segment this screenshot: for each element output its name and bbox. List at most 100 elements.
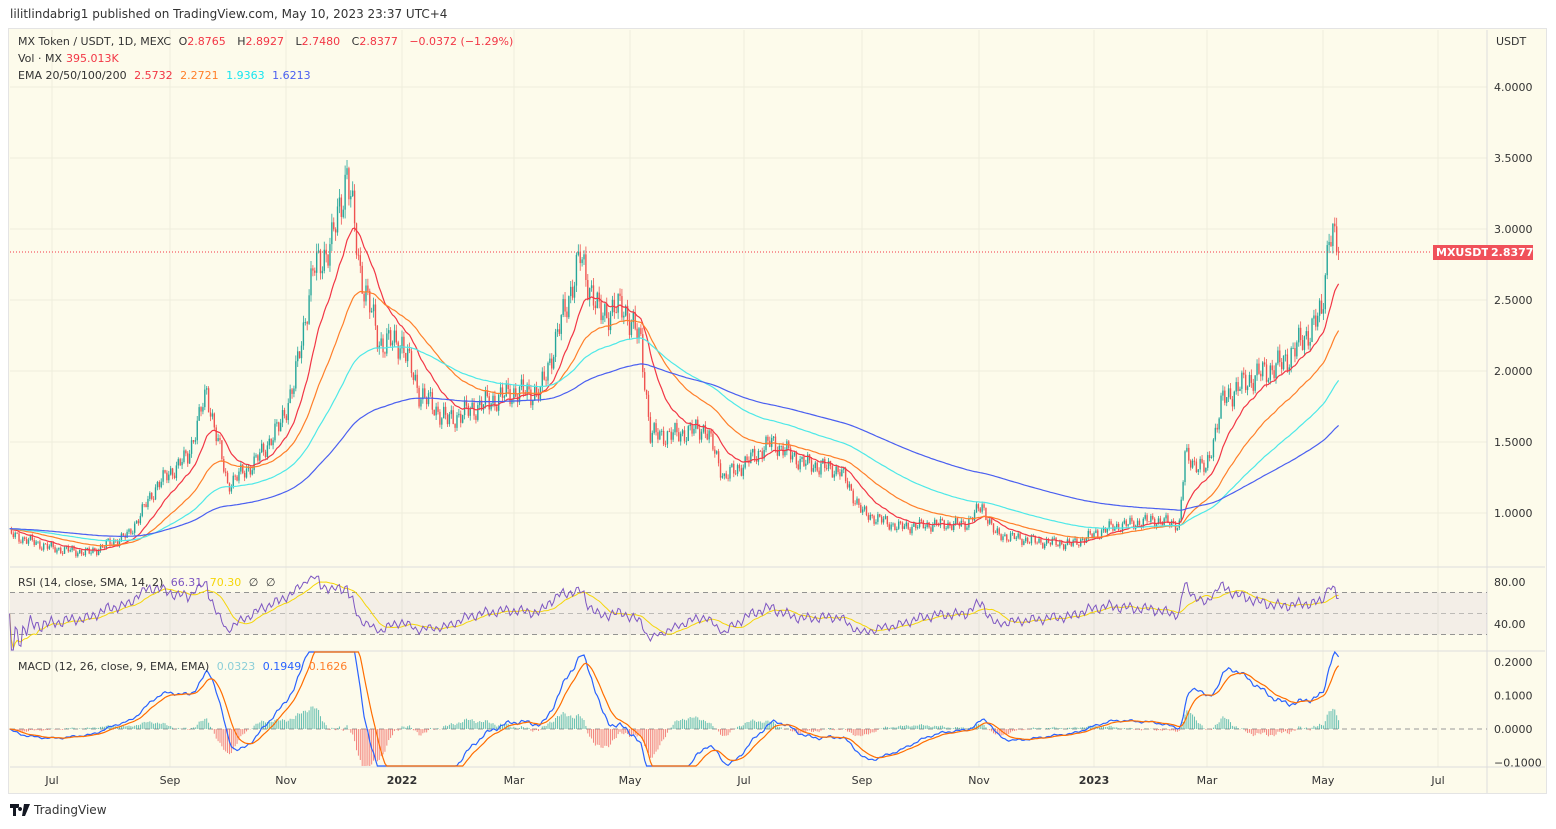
- macd-label[interactable]: MACD (12, 26, close, 9, EMA, EMA): [18, 660, 210, 673]
- candle-body: [890, 524, 892, 530]
- candle-body: [179, 459, 181, 466]
- candle-body: [681, 430, 684, 434]
- macd-axis-label: −0.1000: [1494, 757, 1542, 770]
- candle-body: [638, 328, 640, 339]
- candle-body: [1176, 527, 1179, 531]
- candle-body: [1279, 350, 1281, 363]
- candle-body: [742, 467, 744, 476]
- candle-body: [894, 523, 896, 531]
- candle-body: [187, 453, 189, 464]
- candle-body: [693, 428, 695, 434]
- candle-body: [909, 528, 911, 534]
- candle-body: [833, 474, 835, 478]
- candle-body: [433, 409, 435, 416]
- candle-body: [31, 534, 34, 541]
- time-axis-label: Sep: [852, 774, 873, 787]
- candle-body: [666, 431, 669, 445]
- candle-body: [757, 450, 760, 462]
- volume-label[interactable]: Vol · MX: [18, 52, 62, 65]
- candle-body: [672, 432, 674, 440]
- candle-body: [262, 443, 265, 452]
- candle-body: [401, 336, 403, 349]
- candle-body: [573, 285, 576, 298]
- candle-body: [135, 520, 138, 524]
- candle-body: [678, 432, 680, 442]
- candle-body: [789, 448, 792, 460]
- candle-body: [596, 292, 598, 309]
- candle-body: [854, 503, 856, 505]
- candle-body: [884, 516, 887, 519]
- candle-body: [285, 415, 288, 421]
- candle-body: [224, 471, 227, 473]
- candle-body: [266, 445, 269, 458]
- candle-body: [979, 508, 981, 512]
- candle-body: [772, 436, 775, 438]
- candle-body: [503, 396, 506, 398]
- candle-body: [397, 342, 399, 359]
- candle-body: [850, 484, 853, 491]
- candle-body: [1011, 533, 1014, 534]
- candle-body: [293, 388, 295, 394]
- candle-body: [367, 285, 369, 291]
- candle-body: [465, 400, 468, 406]
- candle-body: [418, 387, 420, 407]
- chart-frame[interactable]: [8, 28, 1547, 794]
- price-axis-label: 1.5000: [1494, 436, 1533, 449]
- candle-body: [1191, 460, 1194, 468]
- rsi-label[interactable]: RSI (14, close, SMA, 14, 2): [18, 576, 164, 589]
- tradingview-logo[interactable]: TradingView: [10, 803, 107, 817]
- candle-body: [325, 249, 327, 255]
- candle-body: [674, 422, 676, 433]
- candle-body: [1324, 275, 1326, 310]
- candle-body: [1328, 241, 1330, 246]
- candle-body: [190, 440, 193, 454]
- candle-body: [192, 440, 195, 442]
- candle-body: [528, 384, 530, 390]
- candle-body: [717, 451, 720, 464]
- candle-body: [166, 472, 168, 481]
- symbol-title[interactable]: MX Token / USDT, 1D, MEXC: [18, 35, 172, 48]
- candle-body: [213, 413, 216, 428]
- candle-body: [1169, 522, 1171, 526]
- candle-body: [1237, 382, 1239, 391]
- candle-body: [105, 541, 107, 548]
- candle-body: [219, 438, 221, 441]
- candle-body: [1227, 388, 1230, 398]
- candle-body: [1061, 541, 1063, 545]
- candle-body: [149, 492, 151, 499]
- ema-label[interactable]: EMA 20/50/100/200: [18, 69, 127, 82]
- candle-body: [41, 548, 43, 550]
- candle-body: [425, 397, 428, 405]
- candle-body: [1275, 363, 1277, 379]
- candle-body: [393, 330, 396, 343]
- time-axis-label: Jul: [736, 774, 750, 787]
- candle-body: [1144, 515, 1146, 519]
- candle-body: [1078, 544, 1080, 546]
- candle-body: [518, 387, 521, 403]
- candle-body: [359, 255, 361, 266]
- candle-body: [109, 538, 111, 545]
- candle-body: [1127, 524, 1129, 526]
- candle-body: [162, 470, 164, 482]
- candle-body: [1263, 362, 1266, 365]
- candle-body: [1318, 300, 1321, 316]
- time-axis-label: Nov: [968, 774, 990, 787]
- candle-body: [1070, 542, 1072, 546]
- candle-body: [283, 410, 286, 416]
- candle-body: [727, 477, 729, 479]
- candle-body: [1309, 341, 1311, 346]
- candle-body: [740, 468, 743, 476]
- candle-body: [1299, 327, 1302, 341]
- candle-body: [915, 523, 917, 529]
- candle-body: [767, 436, 769, 441]
- candle-body: [606, 304, 608, 319]
- price-axis-label: 3.5000: [1494, 152, 1533, 165]
- candle-body: [10, 528, 13, 534]
- candle-body: [312, 268, 314, 271]
- low-label: L: [295, 35, 302, 48]
- candle-body: [913, 523, 915, 527]
- candle-body: [930, 527, 932, 532]
- candle-body: [389, 330, 392, 346]
- candle-body: [223, 459, 225, 472]
